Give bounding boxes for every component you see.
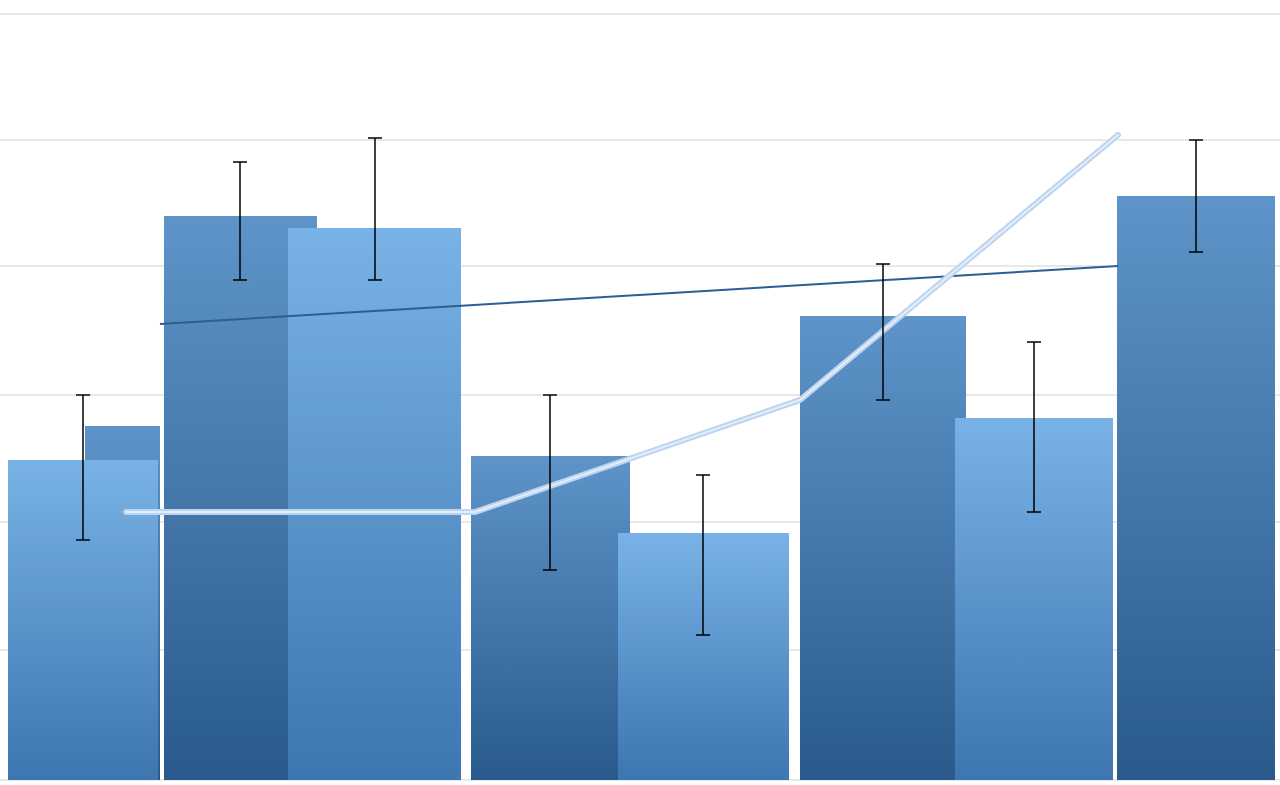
bar-back — [1117, 196, 1275, 780]
combo-chart — [0, 0, 1280, 785]
chart-area — [0, 0, 1280, 785]
